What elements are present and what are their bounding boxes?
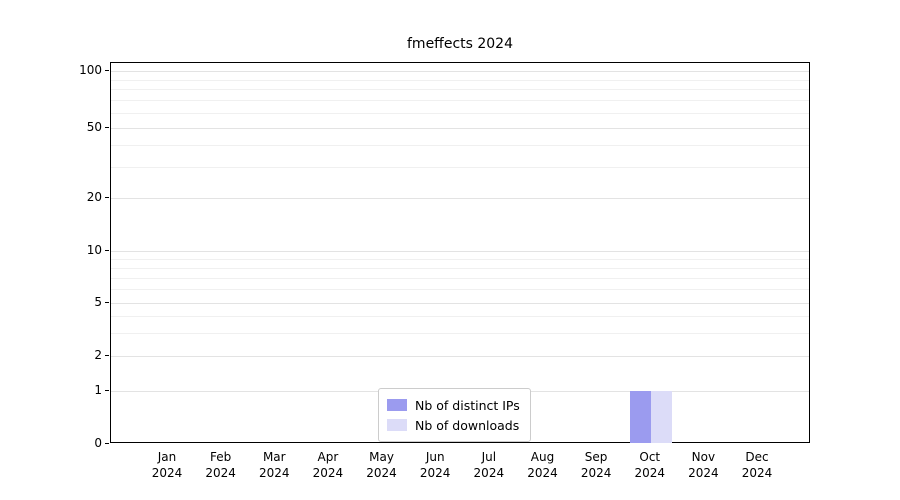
gridline-minor [111,145,809,147]
x-tick-label: Feb 2024 [205,450,236,480]
y-tick-mark [105,250,109,251]
x-tick-label: Jun 2024 [419,450,451,480]
gridline-major [111,303,809,304]
gridline-minor [111,79,809,81]
gridline-minor [111,100,809,102]
y-tick-label: 50 [86,120,102,134]
y-tick-label: 100 [79,63,102,77]
gridline-major [111,251,809,252]
y-tick-mark [105,390,109,391]
y-tick-label: 1 [94,383,102,397]
legend-row: Nb of downloads [387,415,520,435]
x-tick-label: Apr 2024 [312,450,344,480]
plot-area [110,62,810,443]
gridline-minor [111,277,809,279]
gridline-minor [111,267,809,269]
y-tick-mark [105,70,109,71]
gridline-minor [111,332,809,334]
legend-label: Nb of distinct IPs [415,397,520,413]
legend-row: Nb of distinct IPs [387,395,520,415]
y-tick-label: 2 [94,348,102,362]
gridline-minor [111,258,809,260]
legend-label: Nb of downloads [415,417,520,433]
bar-downloads [650,391,672,443]
legend-swatch [387,419,407,431]
x-tick-label: Oct 2024 [634,450,666,480]
gridline-major [111,71,809,72]
y-tick-mark [105,355,109,356]
y-tick-label: 20 [86,190,102,204]
gridline-major [111,128,809,129]
y-tick-label: 5 [94,295,102,309]
gridline-major [111,356,809,357]
x-tick-label: Jan 2024 [151,450,183,480]
x-tick-label: Aug 2024 [527,450,558,480]
bar-distinct-ips [629,391,651,443]
x-tick-label: May 2024 [366,450,397,480]
gridline-minor [111,167,809,169]
x-tick-label: Jul 2024 [473,450,505,480]
gridline-minor [111,289,809,291]
gridline-major [111,198,809,199]
gridline-minor [111,89,809,91]
y-tick-mark [105,127,109,128]
x-tick-label: Sep 2024 [580,450,612,480]
y-tick-mark [105,443,109,444]
x-tick-label: Nov 2024 [688,450,719,480]
y-tick-label: 0 [94,436,102,450]
legend-swatch [387,399,407,411]
y-tick-mark [105,197,109,198]
legend: Nb of distinct IPs Nb of downloads [378,388,531,442]
chart-title: fmeffects 2024 [407,36,513,52]
gridline-minor [111,315,809,317]
gridline-minor [111,113,809,114]
x-tick-label: Dec 2024 [741,450,773,480]
y-tick-mark [105,302,109,303]
y-tick-label: 10 [86,243,102,257]
x-tick-label: Mar 2024 [258,450,290,480]
